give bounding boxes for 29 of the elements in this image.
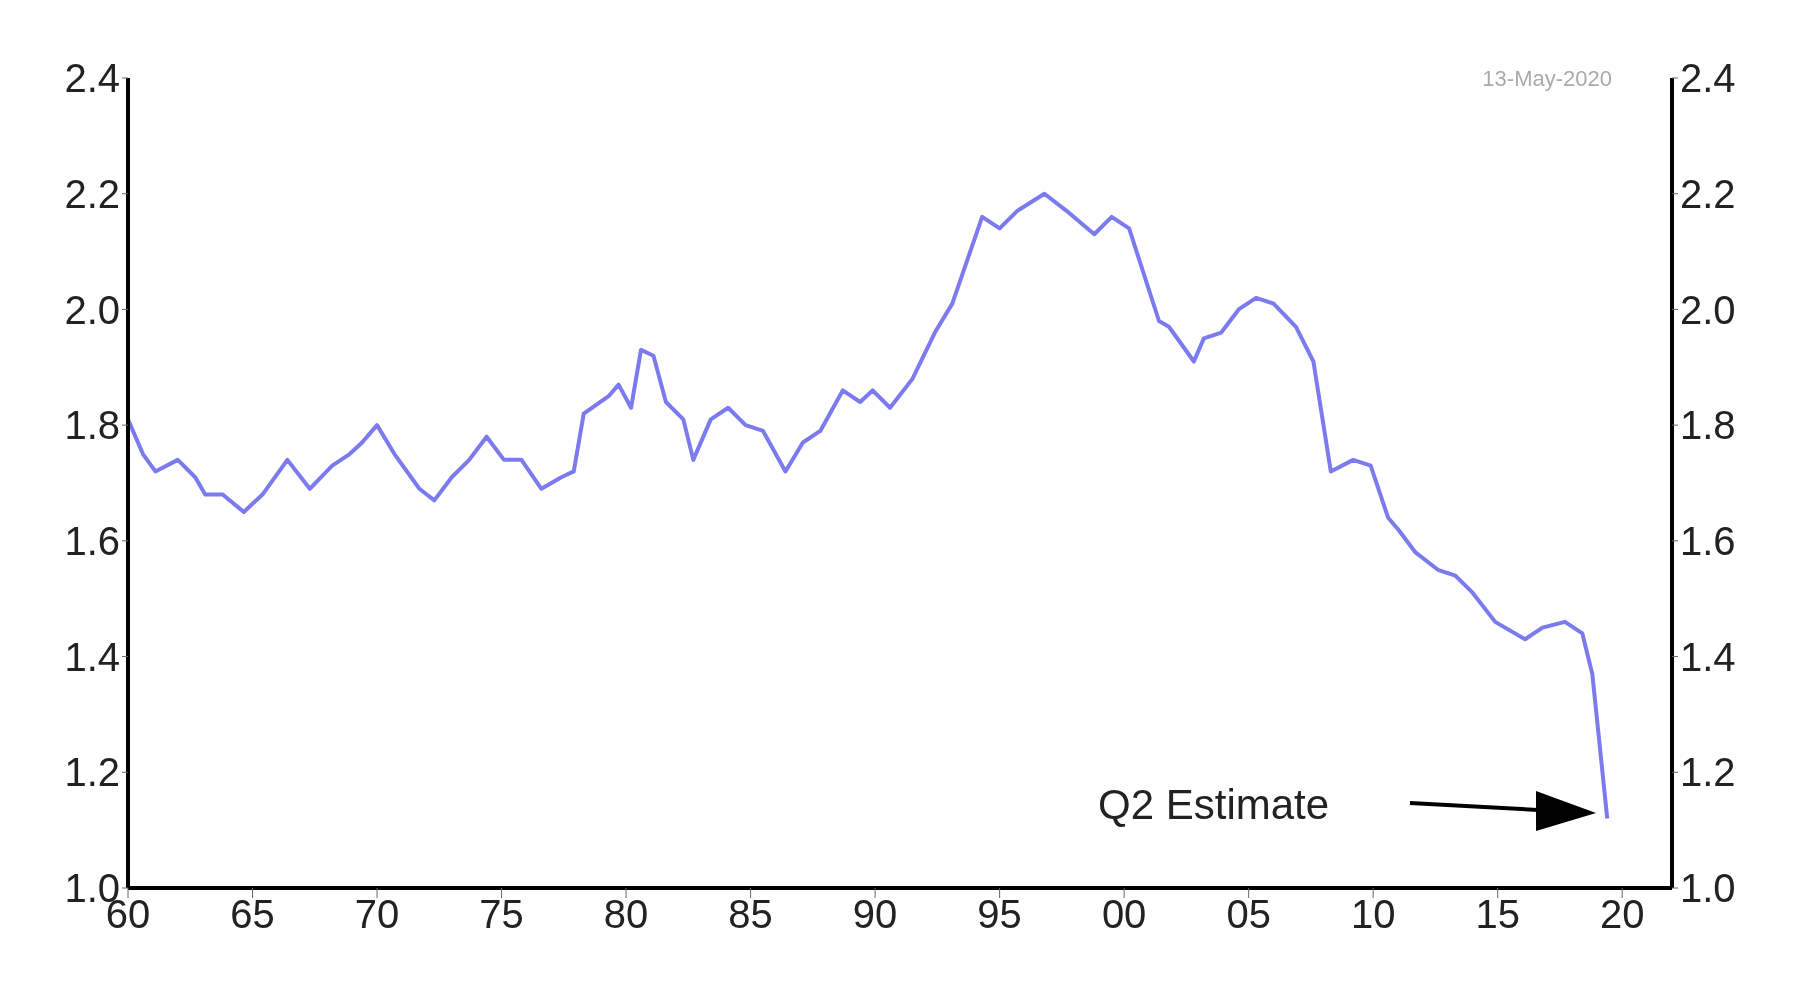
- x-tick-label: 10: [1350, 892, 1396, 937]
- y-tick-label: 1.4: [64, 634, 120, 679]
- y2-tick-label: 2.0: [1680, 287, 1736, 332]
- x-tick-label: 15: [1475, 892, 1520, 937]
- x-tick-label: 80: [603, 892, 649, 937]
- x-tick-label: 95: [977, 892, 1022, 937]
- y2-tick-label: 1.2: [1680, 750, 1736, 795]
- x-tick-label: 75: [479, 892, 524, 937]
- y2-tick-label: 1.0: [1680, 866, 1736, 911]
- y-tick-label: 1.2: [64, 750, 120, 795]
- y2-tick-label: 1.6: [1680, 519, 1736, 564]
- y-tick-label: 2.0: [64, 287, 120, 332]
- y2-tick-label: 2.2: [1680, 171, 1736, 216]
- y-tick-label: 1.6: [64, 519, 120, 564]
- x-tick-label: 70: [354, 892, 400, 937]
- y-tick-label: 1.8: [64, 403, 120, 448]
- y-tick-label: 2.4: [64, 56, 120, 101]
- x-tick-label: 05: [1226, 892, 1271, 937]
- y2-tick-label: 1.8: [1680, 403, 1736, 448]
- annotation: 13-May-2020: [1482, 66, 1612, 92]
- x-tick-label: 00: [1101, 892, 1147, 937]
- annotation: Q2 Estimate: [1098, 781, 1330, 829]
- x-tick-label: 20: [1599, 892, 1645, 937]
- x-tick-label: 85: [728, 892, 773, 937]
- y2-tick-label: 1.4: [1680, 634, 1736, 679]
- y2-tick-label: 2.4: [1680, 56, 1736, 101]
- x-tick-label: 90: [852, 892, 898, 937]
- x-tick-label: 65: [230, 892, 275, 937]
- y-tick-label: 2.2: [64, 171, 120, 216]
